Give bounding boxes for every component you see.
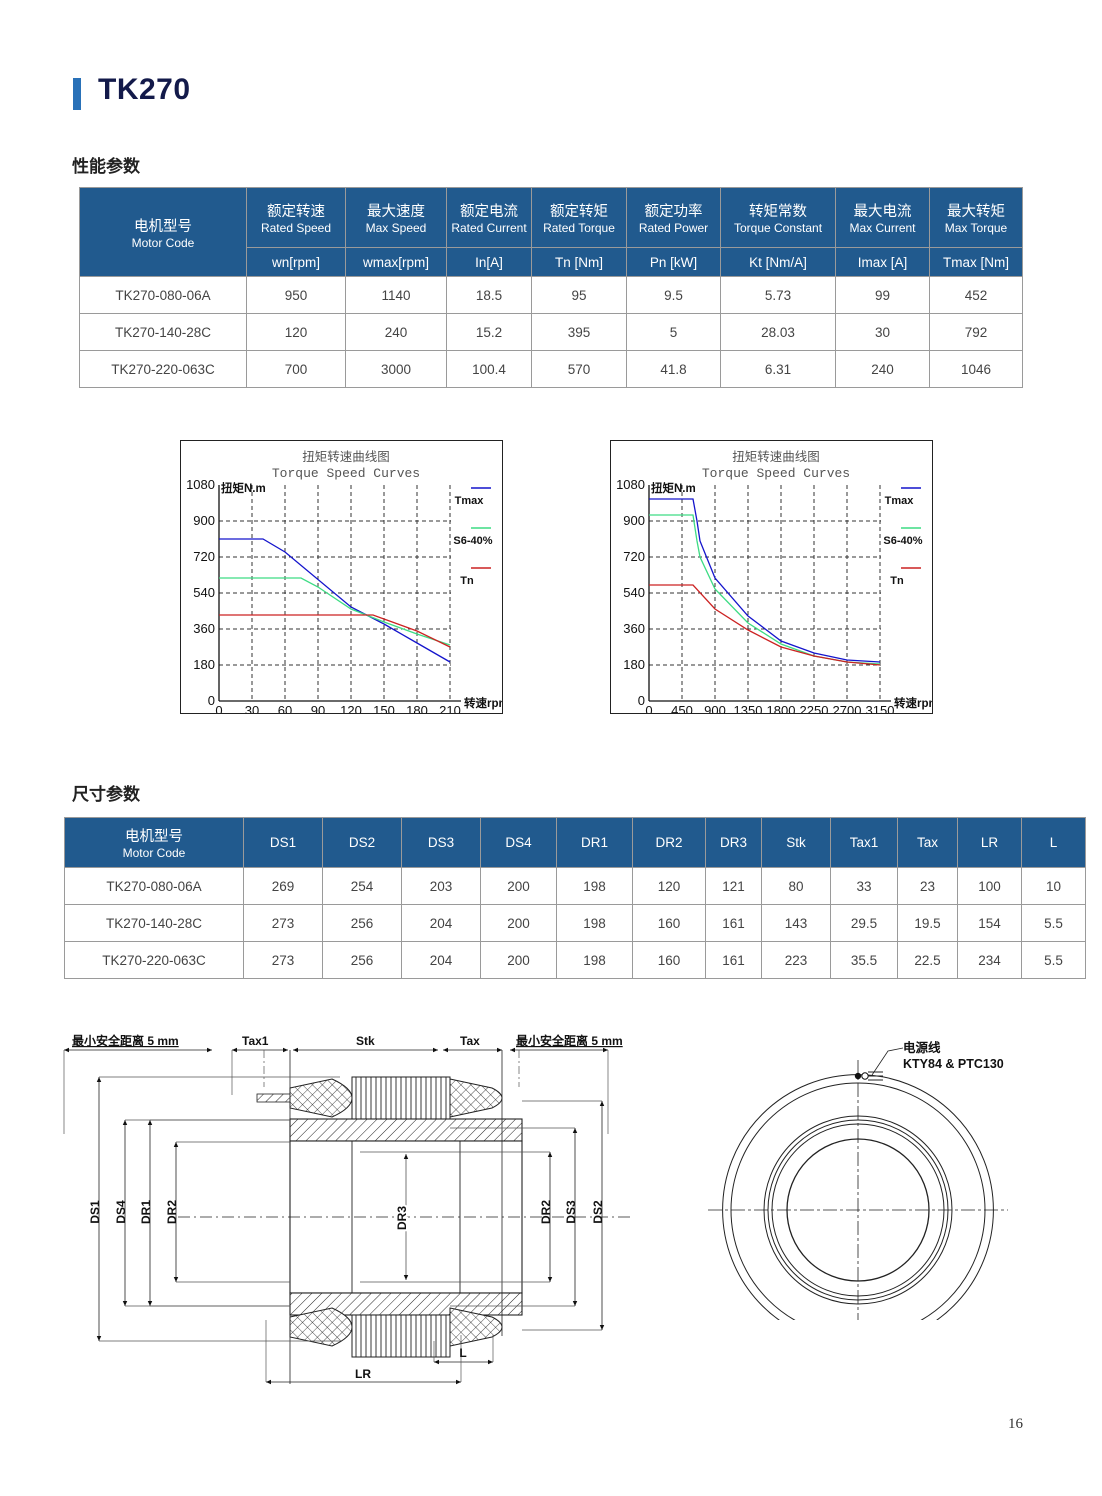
- svg-text:2700: 2700: [833, 703, 862, 713]
- svg-text:450: 450: [671, 703, 693, 713]
- svg-text:540: 540: [193, 585, 215, 600]
- svg-text:2250: 2250: [800, 703, 829, 713]
- svg-text:150: 150: [373, 703, 395, 713]
- svg-text:扭矩转速曲线图: 扭矩转速曲线图: [732, 449, 820, 464]
- svg-text:Tn: Tn: [890, 575, 904, 587]
- svg-text:0: 0: [638, 693, 645, 708]
- svg-text:180: 180: [623, 657, 645, 672]
- svg-text:扭矩N.m: 扭矩N.m: [221, 481, 266, 495]
- svg-text:电源线: 电源线: [903, 1040, 941, 1055]
- svg-text:1080: 1080: [616, 477, 645, 492]
- svg-text:S6-40%: S6-40%: [453, 535, 492, 547]
- svg-text:3150: 3150: [866, 703, 895, 713]
- svg-text:Tmax: Tmax: [885, 495, 915, 507]
- svg-text:L: L: [459, 1346, 466, 1360]
- svg-text:DS4: DS4: [114, 1200, 128, 1224]
- svg-text:360: 360: [623, 621, 645, 636]
- svg-text:60: 60: [278, 703, 292, 713]
- svg-text:Tmax: Tmax: [455, 495, 485, 507]
- svg-text:900: 900: [704, 703, 726, 713]
- svg-text:900: 900: [623, 513, 645, 528]
- svg-text:Tax1: Tax1: [242, 1034, 269, 1048]
- svg-text:Tn: Tn: [460, 575, 474, 587]
- svg-text:最小安全距离 5 mm: 最小安全距离 5 mm: [516, 1033, 623, 1048]
- svg-text:360: 360: [193, 621, 215, 636]
- svg-text:DR2: DR2: [165, 1200, 179, 1224]
- svg-text:1800: 1800: [767, 703, 796, 713]
- svg-text:120: 120: [340, 703, 362, 713]
- svg-text:0: 0: [208, 693, 215, 708]
- svg-text:90: 90: [311, 703, 325, 713]
- svg-text:540: 540: [623, 585, 645, 600]
- svg-text:KTY84 & PTC130: KTY84 & PTC130: [903, 1057, 1004, 1071]
- svg-text:Torque Speed Curves: Torque Speed Curves: [702, 466, 850, 481]
- svg-text:900: 900: [193, 513, 215, 528]
- svg-text:30: 30: [245, 703, 259, 713]
- svg-text:DS2: DS2: [591, 1200, 605, 1224]
- svg-text:最小安全距离 5 mm: 最小安全距离 5 mm: [72, 1033, 179, 1048]
- svg-text:Tax: Tax: [460, 1034, 480, 1048]
- svg-text:DS1: DS1: [88, 1200, 102, 1224]
- svg-text:转速rpm: 转速rpm: [464, 696, 502, 710]
- svg-text:DR1: DR1: [139, 1200, 153, 1224]
- svg-text:180: 180: [406, 703, 428, 713]
- svg-text:180: 180: [193, 657, 215, 672]
- svg-text:Torque Speed Curves: Torque Speed Curves: [272, 466, 420, 481]
- svg-text:720: 720: [623, 549, 645, 564]
- svg-text:转速rpm: 转速rpm: [894, 696, 932, 710]
- svg-text:210: 210: [439, 703, 461, 713]
- svg-text:扭矩转速曲线图: 扭矩转速曲线图: [302, 449, 390, 464]
- svg-text:DR2: DR2: [539, 1200, 553, 1224]
- svg-text:DR3: DR3: [395, 1206, 409, 1230]
- svg-text:S6-40%: S6-40%: [883, 535, 922, 547]
- svg-text:1080: 1080: [186, 477, 215, 492]
- svg-text:1350: 1350: [734, 703, 763, 713]
- svg-text:Stk: Stk: [356, 1034, 375, 1048]
- svg-text:DS3: DS3: [564, 1200, 578, 1224]
- svg-text:0: 0: [645, 703, 652, 713]
- svg-text:LR: LR: [355, 1367, 371, 1381]
- svg-text:720: 720: [193, 549, 215, 564]
- svg-text:扭矩N.m: 扭矩N.m: [651, 481, 696, 495]
- svg-text:0: 0: [215, 703, 222, 713]
